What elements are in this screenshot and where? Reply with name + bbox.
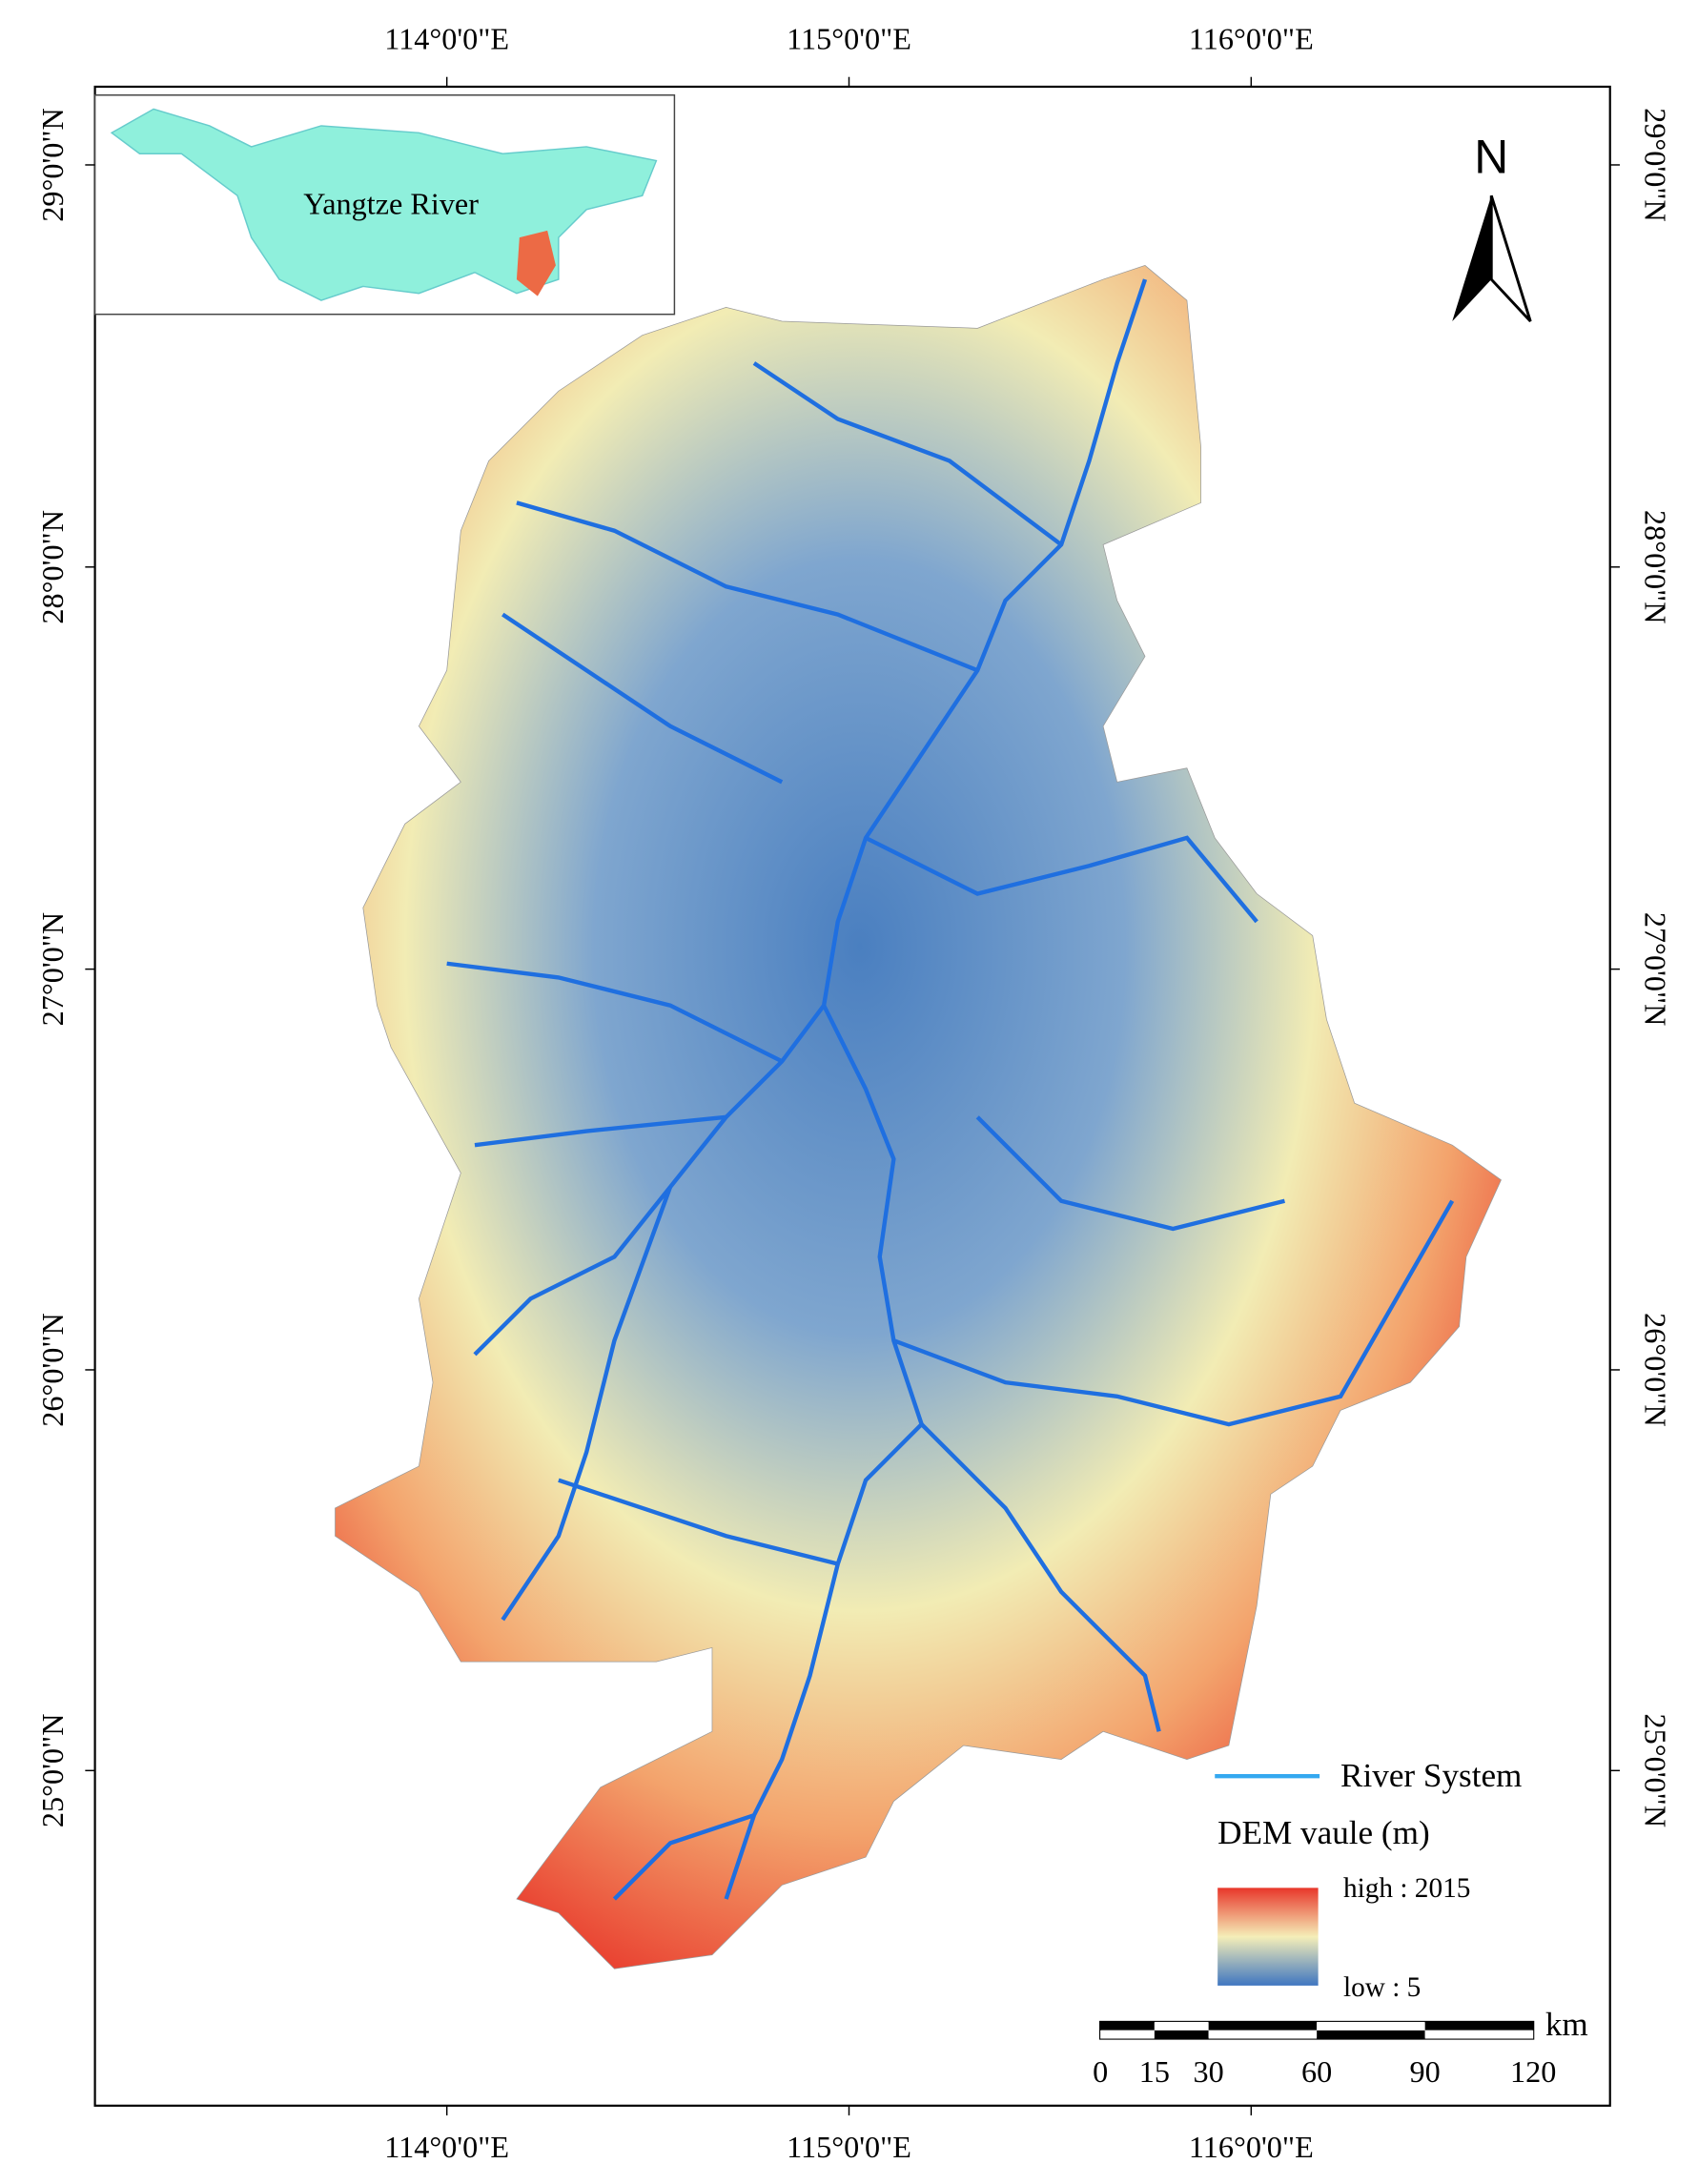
right-lat-label: 25°0'0"N [1638, 1714, 1672, 1828]
dem-legend-title: DEM vaule (m) [1217, 1814, 1430, 1851]
map-frame [93, 85, 1611, 2107]
scale-bar-segment [1154, 2021, 1209, 2031]
north-arrow-right [1489, 194, 1532, 323]
rivers [446, 278, 1455, 1901]
north-arrow-left [1452, 195, 1492, 322]
scale-bar-segment [1317, 2021, 1425, 2031]
left-lat-label: 27°0'0"N [35, 912, 70, 1027]
left-lat-label: 29°0'0"N [35, 108, 70, 222]
bottom-lon-label: 114°0'0"E [384, 2130, 509, 2164]
right-lat-label: 29°0'0"N [1638, 108, 1672, 222]
scale-bar-segment [1424, 2030, 1534, 2039]
scale-tick-label: 60 [1301, 2054, 1332, 2089]
river [474, 1114, 726, 1148]
river [558, 1478, 839, 1566]
river [920, 1422, 1161, 1732]
scale-bar-segment [1208, 2021, 1318, 2031]
river-legend-label: River System [1340, 1757, 1522, 1794]
river [865, 835, 1258, 924]
scale-bar: km 0 15 30 60 90 120 [1093, 2006, 1588, 2089]
dem-low-label: low : 5 [1343, 1972, 1421, 2003]
river [446, 961, 784, 1064]
scale-tick-label: 120 [1510, 2054, 1556, 2089]
scale-bar-segment [1317, 2030, 1425, 2039]
basin-dem [335, 265, 1502, 1970]
right-lat-label: 26°0'0"N [1638, 1313, 1672, 1427]
river [501, 1186, 673, 1622]
scale-bar-segment [1424, 2021, 1534, 2031]
scale-unit: km [1545, 2006, 1588, 2043]
left-lat-label: 28°0'0"N [35, 510, 70, 624]
left-lat-label: 26°0'0"N [35, 1313, 70, 1427]
top-lon-label: 114°0'0"E [384, 21, 509, 55]
scale-bar-segment [1100, 2030, 1155, 2039]
river [473, 278, 1148, 1357]
scale-tick-label: 30 [1194, 2054, 1224, 2089]
right-lat-label: 28°0'0"N [1638, 510, 1672, 624]
right-lat-label: 27°0'0"N [1638, 912, 1672, 1027]
scale-tick-label: 0 [1093, 2054, 1108, 2089]
inset-label: Yangtze River [303, 186, 479, 220]
left-lat-label: 25°0'0"N [35, 1714, 70, 1828]
river [612, 1813, 755, 1901]
scale-bar-segment [1100, 2021, 1155, 2031]
scale-tick-label: 15 [1139, 2054, 1170, 2089]
basin [335, 265, 1502, 1970]
scale-tick-label: 90 [1410, 2054, 1441, 2089]
legend: River System DEM vaule (m) high : 2015 l… [1215, 1757, 1522, 2003]
river [501, 612, 784, 785]
dem-color-ramp [1217, 1888, 1319, 1986]
scale-bar-segment [1208, 2030, 1318, 2039]
inset: Yangtze River [93, 94, 676, 316]
river [724, 1004, 925, 1900]
dem-high-label: high : 2015 [1343, 1873, 1470, 1904]
north-arrow: N [1452, 131, 1532, 323]
river [975, 1115, 1285, 1232]
river [516, 500, 979, 673]
north-label: N [1474, 131, 1508, 184]
bottom-lon-label: 115°0'0"E [787, 2130, 911, 2164]
river [892, 1199, 1455, 1427]
scale-bar-segment [1154, 2030, 1209, 2039]
bottom-lon-label: 116°0'0"E [1189, 2130, 1314, 2164]
top-lon-label: 116°0'0"E [1189, 21, 1314, 55]
top-lon-label: 115°0'0"E [787, 21, 911, 55]
river [752, 361, 1063, 547]
study-area [516, 230, 556, 296]
